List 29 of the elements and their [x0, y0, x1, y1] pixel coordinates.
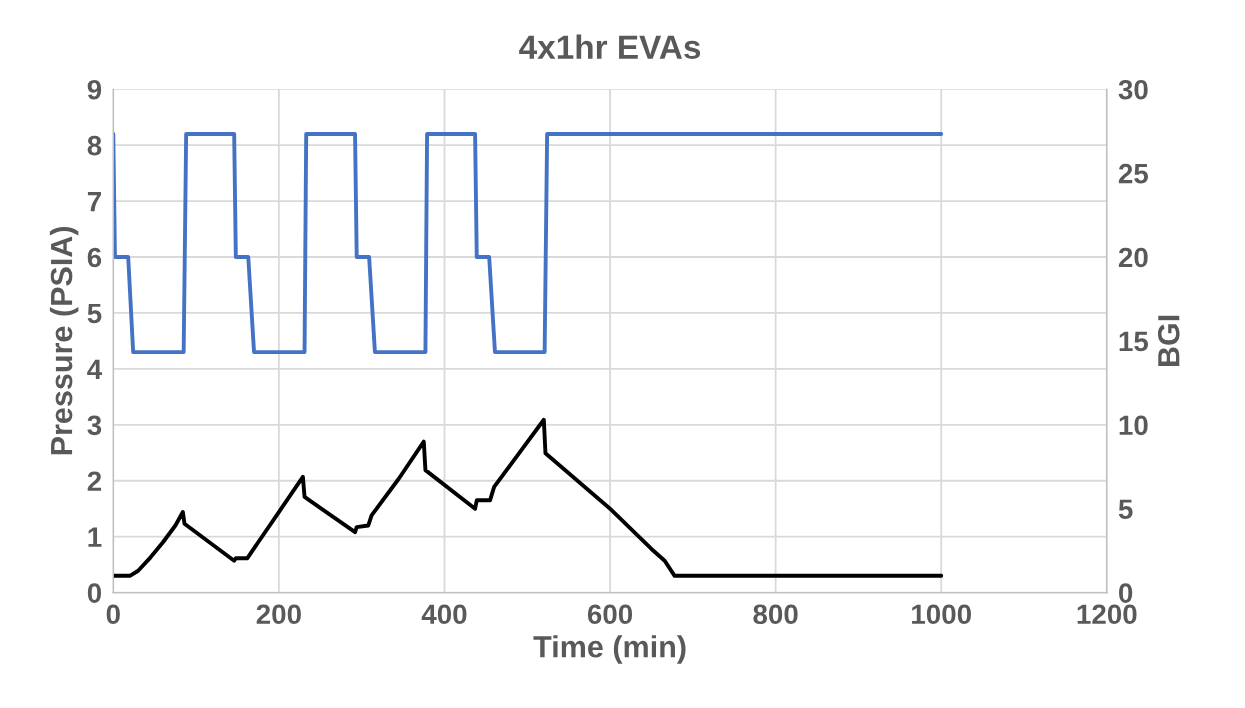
y-tick-label: 2 — [87, 471, 102, 491]
y-tick-label: 1 — [88, 527, 102, 547]
x-tick-label: 1000 — [912, 604, 971, 625]
y-tick-label: 6 — [87, 247, 102, 268]
x-tick-label: 1200 — [1077, 604, 1137, 625]
y2-tick-label: 5 — [1118, 499, 1133, 520]
chart-title: 4x1hr EVAs — [519, 34, 701, 59]
y-tick-label: 8 — [87, 135, 102, 156]
y2-axis-title: BGI — [1157, 315, 1180, 367]
y-tick-label: 0 — [87, 583, 102, 603]
y-tick-label: 7 — [87, 192, 101, 212]
x-tick-label: 200 — [256, 604, 301, 625]
y2-tick-label: 25 — [1118, 163, 1149, 184]
line-series — [113, 417, 944, 578]
y-tick-label: 3 — [87, 415, 102, 436]
y-tick-label: 4 — [87, 359, 103, 379]
y-tick-label: 5 — [87, 303, 102, 324]
y2-tick-label: 30 — [1118, 79, 1148, 100]
x-tick-label: 800 — [753, 604, 798, 625]
x-tick-label: 400 — [421, 604, 467, 625]
y-axis-title: Pressure (PSIA) — [49, 226, 79, 455]
y2-tick-label: 20 — [1118, 247, 1148, 268]
x-tick-label: 600 — [587, 604, 633, 625]
y2-tick-label: 0 — [1119, 583, 1133, 603]
y2-tick-label: 10 — [1119, 415, 1148, 436]
x-tick-label: 0 — [106, 604, 120, 625]
x-axis-title: Time (min) — [533, 635, 686, 664]
y-tick-label: 9 — [87, 79, 102, 100]
y2-tick-label: 15 — [1119, 331, 1149, 352]
